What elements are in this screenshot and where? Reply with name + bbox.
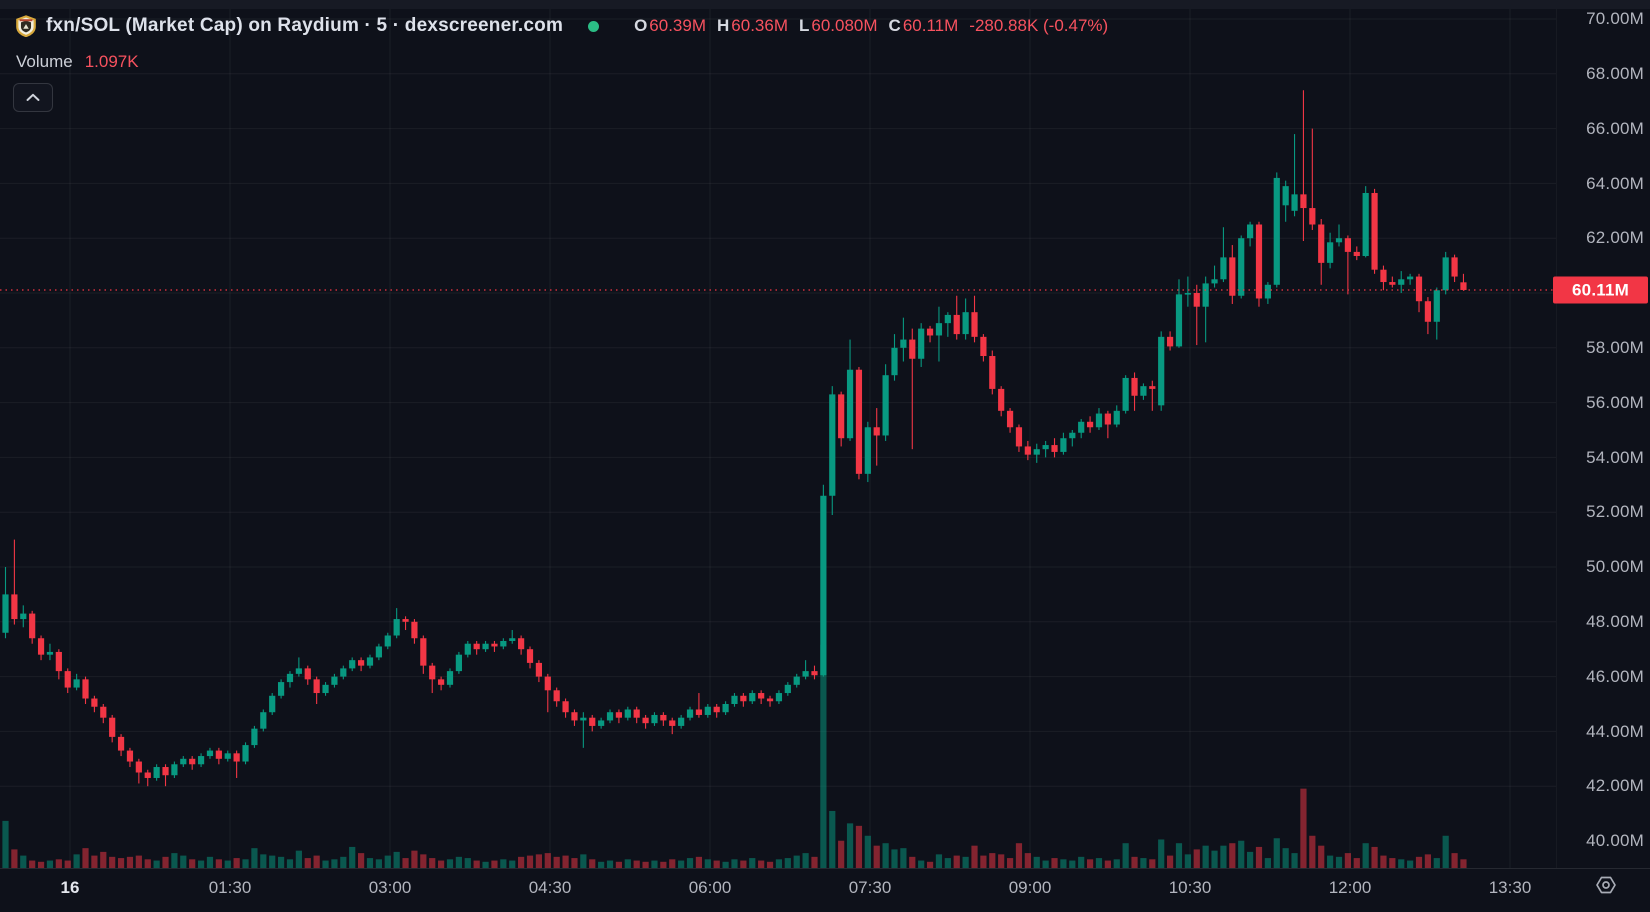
market-status-dot (588, 20, 600, 32)
volume-readout[interactable]: Volume 1.097K (16, 52, 139, 72)
price-axis-label: 62.00M (1586, 228, 1644, 247)
price-axis-label: 64.00M (1586, 174, 1644, 193)
time-axis-label: 13:30 (1488, 878, 1532, 897)
ohlc-readout: O 60.39M H 60.36M L 60.080M C 60.11M -280.88… (634, 16, 1108, 36)
price-axis-label: 68.00M (1586, 64, 1644, 83)
high-value: 60.36M (731, 16, 788, 35)
chevron-up-icon (26, 93, 40, 101)
price-axis-label: 50.00M (1586, 557, 1644, 576)
change-value: -280.88K (-0.47%) (969, 16, 1109, 35)
price-axis-label: 54.00M (1586, 448, 1644, 467)
open-value: 60.39M (649, 16, 706, 35)
legend-collapse-button[interactable] (13, 83, 53, 112)
time-axis-label: 12:00 (1328, 878, 1372, 897)
low-label: L (798, 16, 810, 35)
time-axis-label: 03:00 (368, 878, 412, 897)
token-crest-icon (16, 15, 36, 37)
symbol-title[interactable]: fxn/SOL (Market Cap) on Raydium · 5 · de… (46, 15, 564, 36)
price-axis-label: 56.00M (1586, 393, 1644, 412)
time-axis-label: 06:00 (688, 878, 732, 897)
open-label: O (634, 16, 648, 35)
price-axis-label: 70.00M (1586, 9, 1644, 28)
current-price-tag: 60.11M (1553, 276, 1648, 304)
time-axis-label: 09:00 (1008, 878, 1052, 897)
time-axis-label: 04:30 (528, 878, 572, 897)
price-axis-label: 46.00M (1586, 667, 1644, 686)
time-axis-label: 10:30 (1168, 878, 1212, 897)
price-axis-label: 40.00M (1586, 831, 1644, 850)
price-axis-label: 58.00M (1586, 338, 1644, 357)
low-value: 60.080M (811, 16, 878, 35)
price-axis-label: 42.00M (1586, 776, 1644, 795)
time-axis-settings-button[interactable] (1592, 872, 1620, 898)
volume-label: Volume (16, 52, 73, 71)
time-axis-label: 07:30 (848, 878, 892, 897)
price-axis-label: 48.00M (1586, 612, 1644, 631)
price-axis-label: 66.00M (1586, 119, 1644, 138)
chart-legend[interactable]: fxn/SOL (Market Cap) on Raydium · 5 · de… (15, 15, 1108, 37)
window-top-strip (0, 0, 1650, 9)
hexagon-settings-icon (1596, 876, 1616, 894)
price-axis-label: 44.00M (1586, 722, 1644, 741)
price-axis-label: 52.00M (1586, 502, 1644, 521)
close-value: 60.11M (902, 16, 959, 35)
volume-value: 1.097K (84, 52, 139, 71)
time-axis-label: 16 (60, 878, 80, 897)
close-label: C (888, 16, 901, 35)
high-label: H (717, 16, 730, 35)
time-axis-label: 01:30 (208, 878, 252, 897)
